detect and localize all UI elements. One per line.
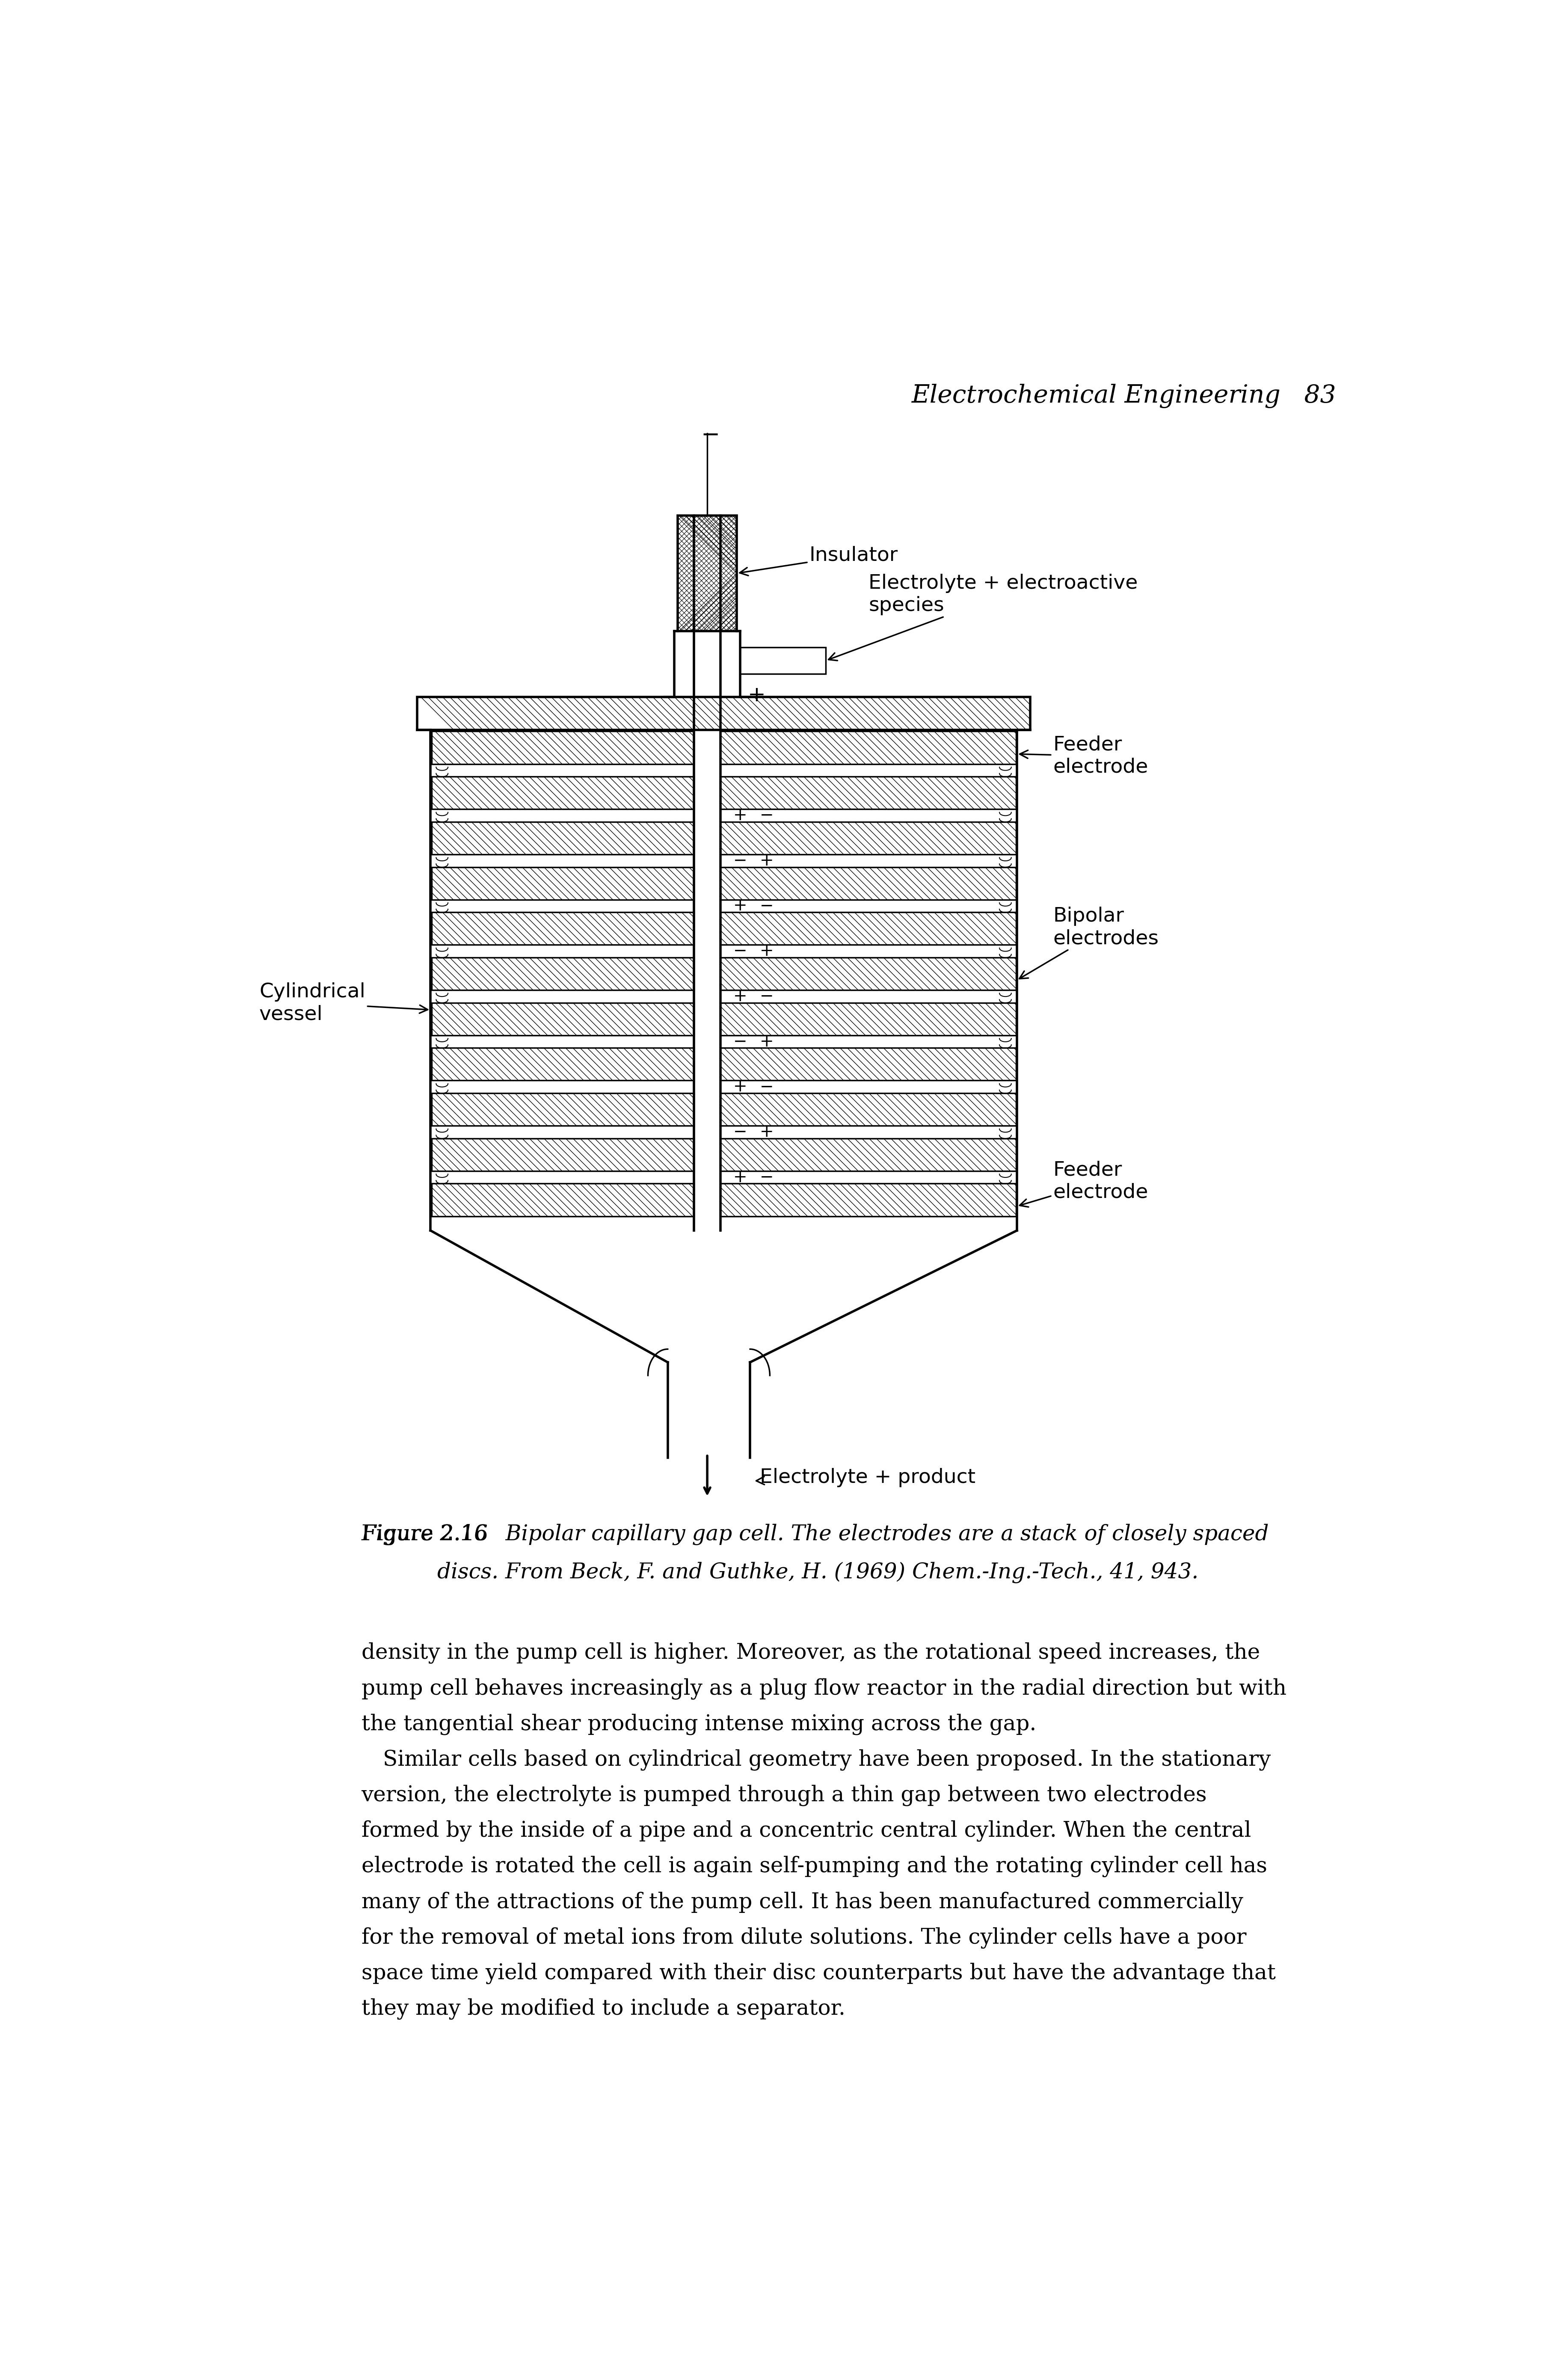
Text: Electrolyte + product: Electrolyte + product [756, 1468, 975, 1487]
Bar [720, 777, 1016, 810]
Text: Electrolyte + electroactive
species: Electrolyte + electroactive species [828, 575, 1138, 660]
Text: many of the attractions of the pump cell. It has been manufactured commercially: many of the attractions of the pump cell… [361, 1890, 1243, 1912]
Text: Feeder
electrode: Feeder electrode [1019, 736, 1148, 777]
Bar [720, 732, 1016, 765]
Text: −: − [759, 1078, 773, 1095]
Text: +: + [734, 1168, 748, 1185]
Text: Bipolar
electrodes: Bipolar electrodes [1019, 907, 1159, 978]
Text: Insulator: Insulator [740, 546, 898, 575]
Text: the tangential shear producing intense mixing across the gap.: the tangential shear producing intense m… [361, 1712, 1036, 1734]
Text: +: + [759, 1123, 773, 1140]
Text: −: − [734, 1123, 748, 1140]
Text: Figure 2.16   Bipolar capillary gap cell. The electrodes are a stack of closely : Figure 2.16 Bipolar capillary gap cell. … [361, 1525, 1269, 1546]
Text: −: − [759, 808, 773, 824]
Text: pump cell behaves increasingly as a plug flow reactor in the radial direction bu: pump cell behaves increasingly as a plug… [361, 1677, 1286, 1698]
Text: +: + [734, 808, 748, 824]
Text: Figure 2.16: Figure 2.16 [361, 1525, 502, 1544]
Text: density in the pump cell is higher. Moreover, as the rotational speed increases,: density in the pump cell is higher. More… [361, 1643, 1261, 1662]
Text: −: − [759, 898, 773, 914]
Bar [720, 957, 1016, 990]
Bar [677, 515, 737, 632]
Text: discs. From Beck, F. and Guthke, H. (1969) Chem.-Ing.-Tech., 41, 943.: discs. From Beck, F. and Guthke, H. (196… [437, 1563, 1198, 1584]
Text: version, the electrolyte is pumped through a thin gap between two electrodes: version, the electrolyte is pumped throu… [361, 1784, 1207, 1805]
Bar [740, 648, 826, 674]
Text: −: − [734, 1033, 748, 1050]
Text: +: + [759, 1033, 773, 1050]
Text: −: − [759, 1168, 773, 1185]
Text: for the removal of metal ions from dilute solutions. The cylinder cells have a p: for the removal of metal ions from dilut… [361, 1926, 1247, 1947]
Bar [417, 696, 1030, 729]
Bar [431, 822, 695, 855]
Text: +: + [748, 684, 765, 705]
Bar [720, 1002, 1016, 1036]
Bar [720, 1138, 1016, 1171]
Bar [431, 1002, 695, 1036]
Bar [431, 1047, 695, 1081]
Text: +: + [734, 898, 748, 914]
Text: formed by the inside of a pipe and a concentric central cylinder. When the centr: formed by the inside of a pipe and a con… [361, 1819, 1251, 1841]
Bar [431, 1092, 695, 1126]
Text: +: + [734, 1078, 748, 1095]
Text: +: + [759, 943, 773, 960]
Text: −: − [701, 423, 720, 446]
Bar [720, 867, 1016, 900]
Text: electrode is rotated the cell is again self-pumping and the rotating cylinder ce: electrode is rotated the cell is again s… [361, 1855, 1267, 1876]
Bar [720, 912, 1016, 945]
Text: Similar cells based on cylindrical geometry have been proposed. In the stationar: Similar cells based on cylindrical geome… [361, 1748, 1270, 1769]
Text: −: − [734, 853, 748, 869]
Text: +: + [734, 988, 748, 1005]
Bar [431, 957, 695, 990]
Text: Electrochemical Engineering   83: Electrochemical Engineering 83 [911, 385, 1336, 408]
Text: Cylindrical
vessel: Cylindrical vessel [259, 983, 428, 1024]
Bar [720, 822, 1016, 855]
Bar [720, 1092, 1016, 1126]
Text: +: + [759, 853, 773, 869]
Bar [720, 1183, 1016, 1216]
Bar [431, 912, 695, 945]
Bar [431, 1183, 695, 1216]
Bar [431, 732, 695, 765]
Text: they may be modified to include a separator.: they may be modified to include a separa… [361, 1997, 845, 2019]
Bar [431, 867, 695, 900]
Text: −: − [734, 943, 748, 960]
Bar [720, 1047, 1016, 1081]
Text: −: − [759, 988, 773, 1005]
Text: Feeder
electrode: Feeder electrode [1019, 1161, 1148, 1206]
Bar [431, 1138, 695, 1171]
Bar [431, 777, 695, 810]
Text: space time yield compared with their disc counterparts but have the advantage th: space time yield compared with their dis… [361, 1962, 1276, 1983]
